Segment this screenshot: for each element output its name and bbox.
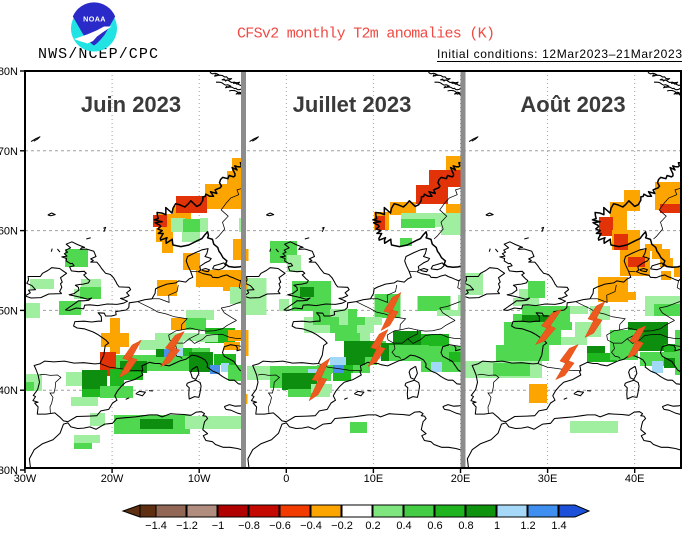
svg-text:CFSv2 monthly T2m anomalies (K: CFSv2 monthly T2m anomalies (K) — [237, 26, 495, 43]
svg-text:1.4: 1.4 — [551, 520, 566, 532]
svg-text:NOAA: NOAA — [83, 15, 106, 24]
svg-text:30N: 30N — [0, 465, 18, 477]
svg-text:30W: 30W — [14, 473, 37, 485]
svg-text:−1: −1 — [212, 520, 225, 532]
svg-text:30E: 30E — [538, 473, 558, 485]
svg-text:40E: 40E — [625, 473, 645, 485]
svg-text:70N: 70N — [0, 146, 18, 158]
svg-text:80N: 80N — [0, 66, 18, 78]
svg-text:Initial conditions: 12Mar2023–: Initial conditions: 12Mar2023–21Mar2023 — [437, 47, 682, 61]
svg-text:Juillet 2023: Juillet 2023 — [293, 92, 412, 117]
svg-text:0.8: 0.8 — [458, 520, 473, 532]
svg-text:−0.8: −0.8 — [238, 520, 260, 532]
svg-text:Juin 2023: Juin 2023 — [81, 92, 181, 117]
svg-text:NWS/NCEP/CPC: NWS/NCEP/CPC — [38, 46, 158, 63]
svg-text:50N: 50N — [0, 305, 18, 317]
svg-text:−1.4: −1.4 — [145, 520, 167, 532]
svg-text:20E: 20E — [451, 473, 471, 485]
svg-text:0: 0 — [283, 473, 289, 485]
svg-text:−1.2: −1.2 — [176, 520, 198, 532]
svg-text:−0.6: −0.6 — [269, 520, 291, 532]
svg-text:10E: 10E — [364, 473, 384, 485]
svg-text:0.4: 0.4 — [396, 520, 411, 532]
svg-text:−0.2: −0.2 — [331, 520, 353, 532]
svg-text:Août 2023: Août 2023 — [520, 92, 625, 117]
svg-text:0.6: 0.6 — [427, 520, 442, 532]
svg-text:10W: 10W — [188, 473, 211, 485]
svg-text:0.2: 0.2 — [365, 520, 380, 532]
svg-text:20W: 20W — [101, 473, 124, 485]
svg-text:60N: 60N — [0, 226, 18, 238]
svg-text:−0.4: −0.4 — [300, 520, 322, 532]
svg-text:1.2: 1.2 — [520, 520, 535, 532]
svg-text:1: 1 — [494, 520, 500, 532]
svg-text:40N: 40N — [0, 385, 18, 397]
